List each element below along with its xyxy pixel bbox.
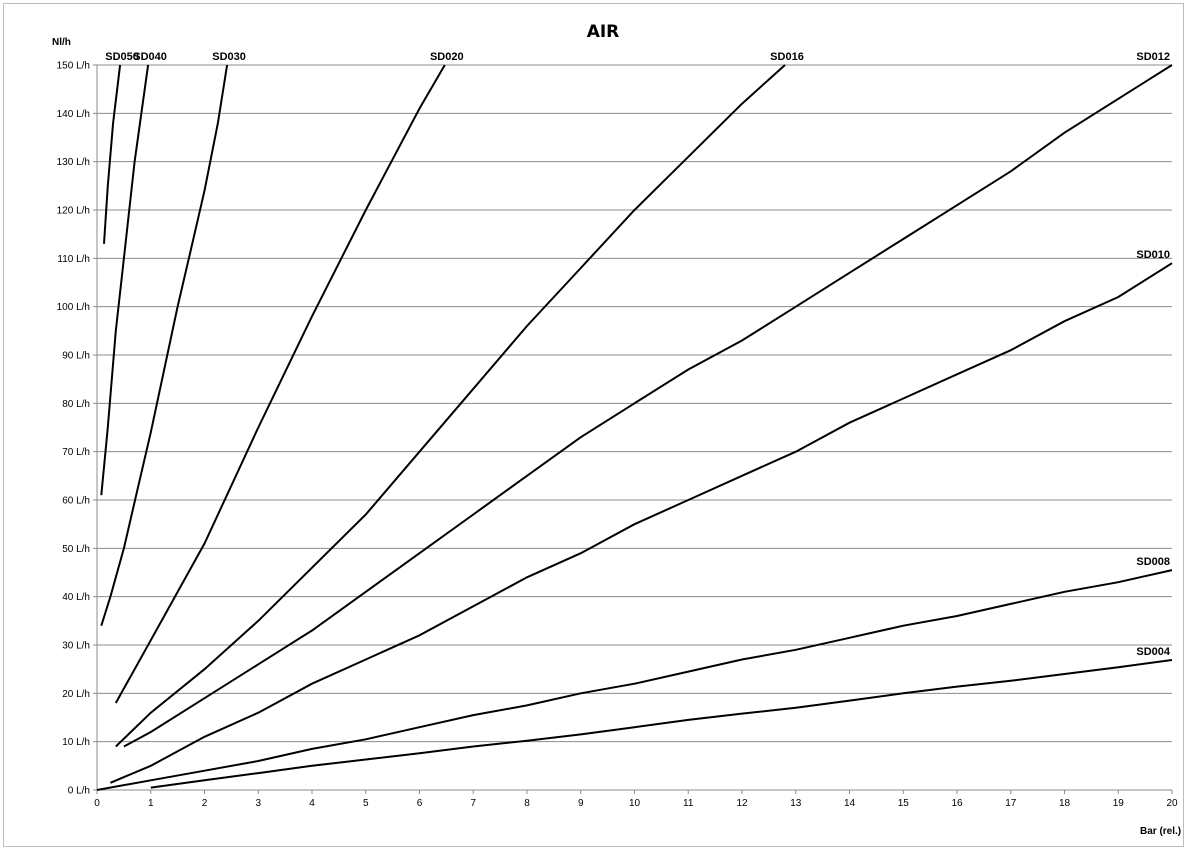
y-tick-label: 30 L/h [62,641,90,652]
y-tick-label: 110 L/h [57,254,90,265]
series-line-sd008 [96,569,1173,791]
x-tick-label: 16 [951,798,963,809]
x-tick-label: 19 [1113,798,1125,809]
x-tick-label: 3 [255,798,261,809]
y-tick-label: 10 L/h [62,737,90,748]
y-tick-label: 140 L/h [57,109,90,120]
x-tick-label: 6 [417,798,423,809]
y-tick-label: 0 L/h [68,786,90,797]
series-line-sd012 [123,64,1173,748]
x-tick-label: 10 [629,798,641,809]
series-line-sd020 [114,64,446,704]
x-tick-label: 11 [683,798,694,809]
series-label-sd040: SD040 [133,51,167,63]
series-line-sd004 [150,659,1173,789]
series-label-sd020: SD020 [430,51,464,63]
y-tick-label: 100 L/h [57,302,90,313]
x-tick-label: 2 [202,798,208,809]
x-tick-label: 14 [844,798,856,809]
x-tick-labels: 0 1 2 3 4 5 6 7 8 9 10 11 12 13 14 15 16 17 18 19 20 [94,798,1178,809]
series-label-sd016: SD016 [770,51,804,63]
series-label-sd050: SD050 [105,51,139,63]
x-tick-label: 12 [736,798,748,809]
y-tick-label: 90 L/h [62,351,90,362]
axes [93,64,1173,794]
x-tick-label: 5 [363,798,369,809]
y-tick-labels: 0 L/h 10 L/h 20 L/h 30 L/h 40 L/h 50 L/h 60 L/… [57,61,90,797]
y-tick-label: 80 L/h [62,399,90,410]
y-tick-label: 150 L/h [57,61,90,72]
x-tick-label: 7 [470,798,476,809]
series-label-sd030: SD030 [212,51,246,63]
y-tick-label: 130 L/h [57,157,90,168]
y-tick-label: 70 L/h [62,447,90,458]
y-tick-label: 60 L/h [62,496,90,507]
x-tick-label: 8 [524,798,530,809]
x-tick-label: 1 [148,798,154,809]
y-tick-label: 120 L/h [57,206,90,217]
series-lines [96,64,1173,791]
series-label-sd012: SD012 [1136,51,1170,63]
series-line-sd010 [110,262,1173,784]
x-tick-label: 9 [578,798,584,809]
series-line-sd030 [100,64,229,626]
x-tick-label: 0 [94,798,100,809]
series-line-sd050 [103,64,122,244]
series-label-sd008: SD008 [1136,556,1170,568]
x-tick-label: 4 [309,798,315,809]
series-line-sd016 [115,64,786,748]
x-tick-label: 17 [1005,798,1017,809]
x-tick-label: 18 [1059,798,1071,809]
x-tick-label: 20 [1166,798,1178,809]
chart-title: AIR [587,22,620,42]
series-line-sd040 [100,64,150,496]
x-tick-label: 13 [790,798,802,809]
series-label-sd010: SD010 [1136,249,1170,261]
y-tick-label: 50 L/h [62,544,90,555]
y-axis-label: Nl/h [52,37,71,48]
chart-frame [3,3,1184,847]
y-tick-label: 40 L/h [62,592,90,603]
x-axis-label: Bar (rel.) [1140,826,1181,837]
series-label-sd004: SD004 [1136,646,1171,658]
y-tick-label: 20 L/h [62,689,90,700]
x-tick-label: 15 [898,798,910,809]
